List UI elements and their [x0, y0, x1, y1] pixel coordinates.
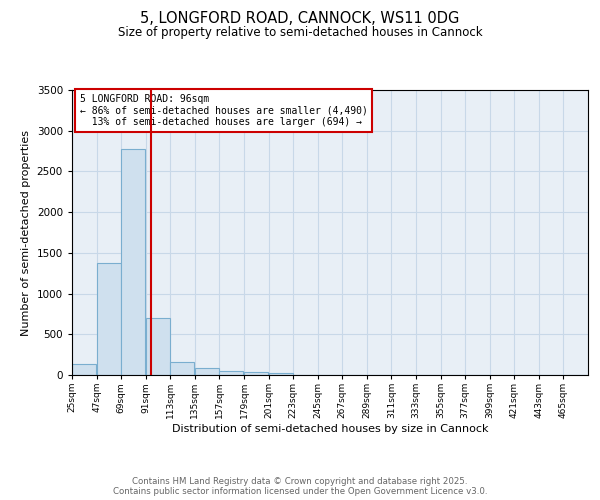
Bar	[195, 368, 219, 375]
Text: 5 LONGFORD ROAD: 96sqm
← 86% of semi-detached houses are smaller (4,490)
  13% o: 5 LONGFORD ROAD: 96sqm ← 86% of semi-det…	[80, 94, 368, 128]
X-axis label: Distribution of semi-detached houses by size in Cannock: Distribution of semi-detached houses by …	[172, 424, 488, 434]
Y-axis label: Number of semi-detached properties: Number of semi-detached properties	[21, 130, 31, 336]
Text: Contains HM Land Registry data © Crown copyright and database right 2025.
Contai: Contains HM Land Registry data © Crown c…	[113, 476, 487, 496]
Text: 5, LONGFORD ROAD, CANNOCK, WS11 0DG: 5, LONGFORD ROAD, CANNOCK, WS11 0DG	[140, 11, 460, 26]
Bar	[170, 362, 194, 375]
Bar	[269, 372, 293, 375]
Bar	[97, 262, 121, 375]
Bar	[220, 371, 244, 375]
Text: Size of property relative to semi-detached houses in Cannock: Size of property relative to semi-detach…	[118, 26, 482, 39]
Bar	[146, 318, 170, 375]
Bar	[121, 148, 145, 375]
Bar	[244, 372, 268, 375]
Bar	[72, 364, 96, 375]
